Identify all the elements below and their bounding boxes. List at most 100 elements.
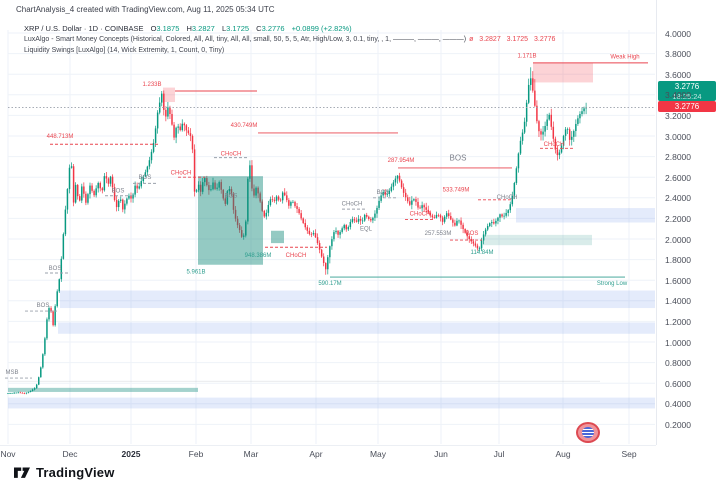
candle-body — [464, 229, 466, 233]
candle-body — [450, 216, 452, 220]
indicator-liquidity-swings-title: Liquidity Swings [LuxAlgo] (14, Wick Ext… — [24, 47, 225, 54]
candle-body — [409, 201, 411, 205]
time-tick-label: Jul — [493, 449, 505, 459]
candle-body — [505, 212, 507, 216]
smc-label: CHoCH — [497, 195, 518, 201]
tradingview-logo[interactable]: TradingView — [13, 463, 115, 481]
candle-body — [527, 84, 530, 103]
candle-body — [486, 226, 489, 230]
candle-body — [31, 389, 34, 392]
candle-body — [267, 204, 270, 213]
candle-body — [9, 393, 11, 394]
candle-body — [491, 222, 493, 224]
price-axis[interactable]: 3.2776 18:25:24 3.2776 4.0000 3.8000 3.600… — [656, 0, 720, 445]
candle-body — [83, 186, 85, 194]
time-tick-label: Mar — [243, 449, 259, 459]
candle-body — [382, 191, 384, 196]
candle-body — [583, 108, 585, 112]
time-tick-label: Aug — [555, 449, 571, 459]
candle-body — [550, 114, 552, 127]
candle-body — [400, 180, 403, 188]
last-price-value: 3.2776 — [674, 82, 700, 91]
candle-body — [204, 178, 206, 183]
candle-body — [138, 186, 140, 189]
ohlc-high-value: 3.2827 — [191, 24, 215, 33]
candle-body — [568, 129, 571, 140]
symbol-legend-row[interactable]: XRP / U.S. Dollar · 1D · COINBASE O3.187… — [24, 23, 555, 34]
candle-body — [306, 227, 309, 231]
candle-body — [407, 197, 409, 202]
candle-body — [163, 93, 165, 110]
price-tick-label: 0.4000 — [665, 399, 691, 410]
chart-watermark-text: ChartAnalysis_4 created with TradingView… — [16, 5, 275, 14]
candle-body — [236, 218, 239, 226]
smc-label: BOS — [225, 194, 238, 200]
candle-body — [120, 199, 122, 201]
smc-label: Strong Low — [597, 281, 628, 287]
price-tick-label: 2.4000 — [665, 193, 691, 204]
indicator-liquidity-swings-row[interactable]: Liquidity Swings [LuxAlgo] (14, Wick Ext… — [24, 45, 555, 56]
candle-body — [89, 185, 91, 195]
smc-label: EQL — [360, 227, 373, 233]
candle-body — [15, 392, 17, 394]
candle-body — [187, 130, 190, 134]
candle-body — [404, 192, 407, 198]
candle-body — [435, 214, 438, 218]
candle-body — [60, 258, 63, 280]
candle-body — [146, 166, 149, 173]
candle-body — [169, 107, 171, 115]
candle-body — [439, 215, 442, 218]
candle-body — [142, 176, 145, 182]
candle-body — [265, 212, 268, 217]
candle-body — [93, 190, 95, 196]
candle-body — [247, 178, 249, 222]
candle-body — [458, 220, 460, 222]
smc-label: 430.749M — [231, 123, 258, 129]
candle-body — [208, 185, 210, 191]
price-tick-label: 3.0000 — [665, 131, 691, 142]
candle-body — [228, 188, 231, 192]
tradingview-logo-text: TradingView — [36, 464, 115, 480]
candle-body — [532, 78, 534, 91]
candle-body — [87, 194, 89, 203]
candle-body — [161, 93, 163, 103]
candle-body — [132, 194, 134, 199]
candle-body — [466, 232, 468, 237]
smc-label: CHoCH — [286, 253, 307, 259]
candle-body — [72, 166, 75, 203]
candle-body — [347, 227, 350, 230]
candle-body — [298, 208, 300, 214]
candle-body — [452, 219, 454, 223]
candle-body — [312, 233, 315, 235]
candle-body — [281, 192, 284, 201]
ohlc-high-label: H — [186, 24, 192, 33]
candle-body — [468, 236, 470, 240]
price-tick-label: 0.8000 — [665, 358, 691, 369]
candle-body — [48, 308, 50, 320]
candle-body — [474, 243, 477, 246]
candle-body — [341, 228, 343, 232]
candle-body — [126, 198, 128, 204]
candle-body — [279, 199, 282, 201]
candle-body — [122, 199, 124, 210]
candle-body — [480, 240, 483, 249]
smc-label: BOS — [139, 175, 152, 181]
candle-body — [320, 249, 323, 257]
candle-body — [245, 221, 247, 236]
candle-body — [443, 216, 446, 222]
candle-body — [259, 193, 261, 202]
candle-body — [144, 172, 147, 177]
candle-body — [202, 182, 204, 192]
candle-body — [257, 187, 259, 194]
time-axis[interactable]: Nov Dec 2025 Feb Mar Apr May Jun Jul Aug Sep — [0, 445, 656, 462]
candle-body — [58, 279, 60, 292]
candle-body — [261, 201, 263, 211]
candle-body — [292, 201, 294, 203]
indicator-smc-row[interactable]: LuxAlgo - Smart Money Concepts (Historic… — [24, 34, 555, 45]
candle-body — [357, 218, 360, 222]
candle-body — [140, 181, 142, 187]
candle-body — [441, 217, 444, 222]
candle-body — [66, 189, 69, 210]
smc-label: 5.961B — [186, 269, 205, 275]
